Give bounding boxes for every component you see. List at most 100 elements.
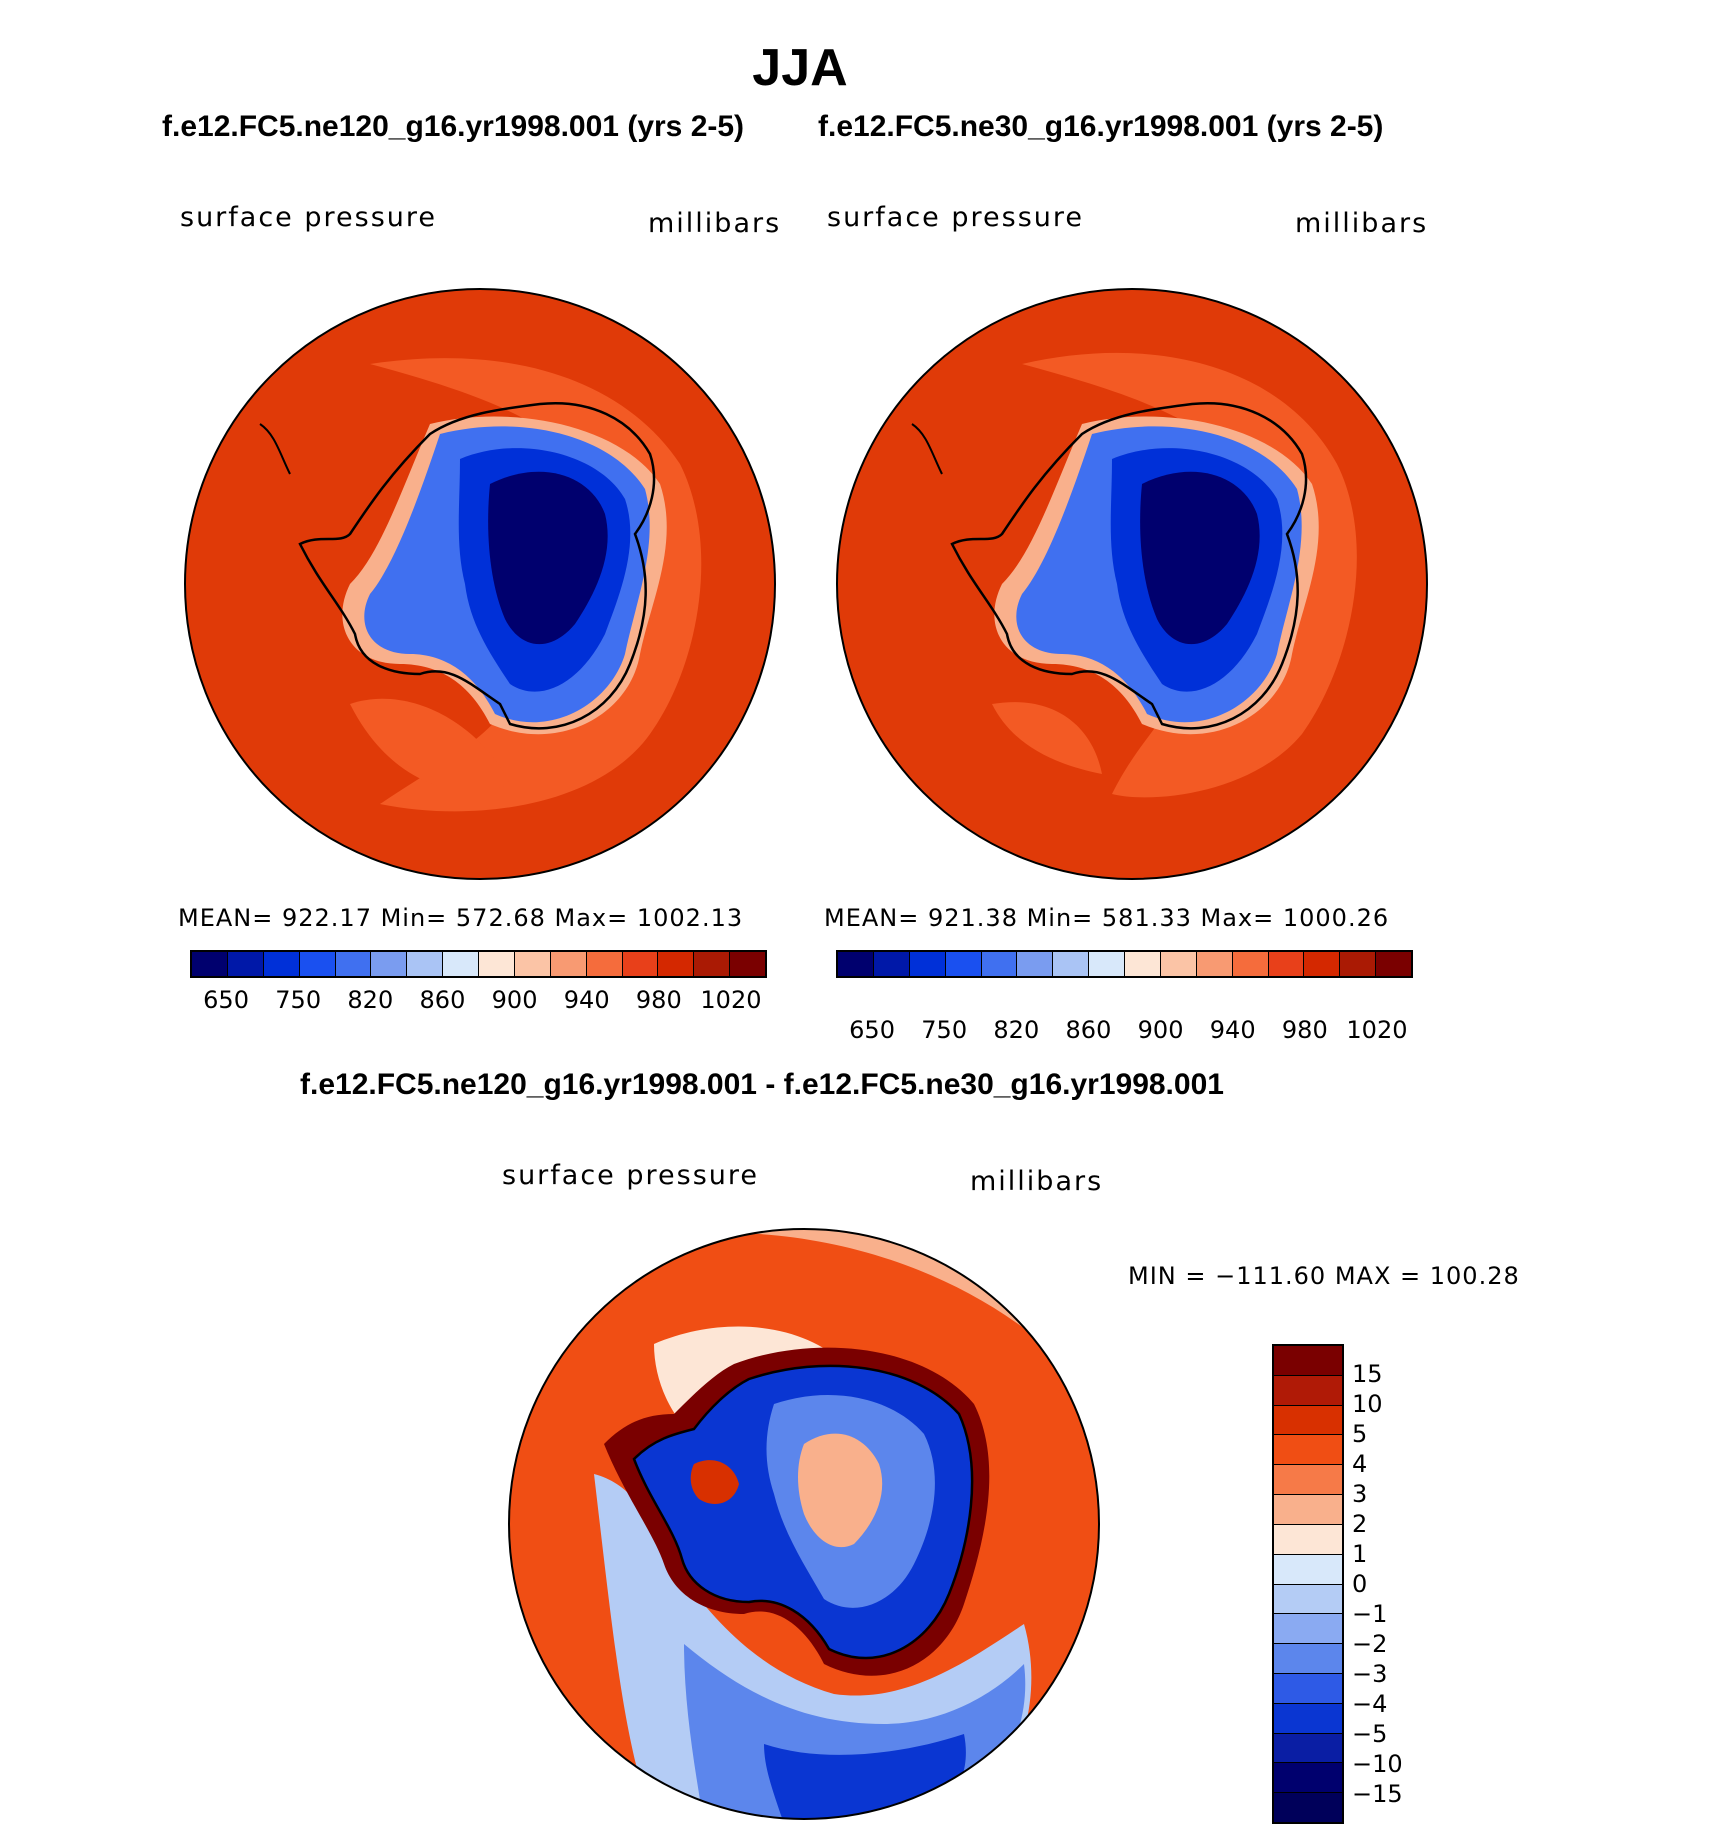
diff-variable-label: surface pressure	[502, 1160, 759, 1191]
panel1-stats: MEAN= 922.17 Min= 572.68 Max= 1002.13	[178, 904, 744, 932]
colorbar-tick-label: 860	[1065, 1016, 1112, 1044]
colorbar-swatch	[909, 952, 946, 976]
colorbar-tick-label: 980	[635, 986, 682, 1014]
colorbar-tick-label: 1	[1352, 1540, 1368, 1568]
panel1-colorbar	[190, 950, 767, 978]
colorbar-tick-label: −5	[1352, 1720, 1388, 1748]
colorbar-swatch	[730, 952, 765, 976]
colorbar-tick-label: 3	[1352, 1480, 1368, 1508]
colorbar-swatch	[1268, 952, 1305, 976]
colorbar-tick-label: −15	[1352, 1780, 1403, 1808]
colorbar-tick-label: 940	[563, 986, 610, 1014]
colorbar-tick-label: 10	[1352, 1390, 1383, 1418]
colorbar-swatch	[1160, 952, 1197, 976]
colorbar-tick-label: 980	[1281, 1016, 1328, 1044]
colorbar-swatch	[1304, 952, 1341, 976]
colorbar-swatch	[1274, 1346, 1342, 1376]
colorbar-swatch	[443, 952, 479, 976]
colorbar-tick-label: 750	[275, 986, 322, 1014]
colorbar-tick-label: 820	[993, 1016, 1040, 1044]
colorbar-swatch	[694, 952, 731, 976]
colorbar-swatch	[1274, 1524, 1342, 1555]
colorbar-swatch	[873, 952, 910, 976]
colorbar-swatch	[263, 952, 300, 976]
panel1-case-title: f.e12.FC5.ne120_g16.yr1998.001 (yrs 2-5)	[162, 110, 745, 143]
colorbar-swatch	[981, 952, 1018, 976]
panel1-colorbar-ticks: 650 750 820 860 900 940 980 1020	[190, 986, 767, 1016]
colorbar-swatch	[1017, 952, 1054, 976]
colorbar-tick-label: 1020	[700, 986, 762, 1014]
colorbar-tick-label: 15	[1352, 1360, 1383, 1388]
colorbar-swatch	[407, 952, 444, 976]
colorbar-swatch	[1274, 1405, 1342, 1436]
colorbar-swatch	[1274, 1703, 1342, 1734]
colorbar-tick-label: 940	[1209, 1016, 1256, 1044]
colorbar-swatch	[1274, 1584, 1342, 1615]
panel1-variable-label: surface pressure	[180, 202, 437, 233]
colorbar-swatch	[514, 952, 551, 976]
colorbar-tick-label: 900	[491, 986, 538, 1014]
colorbar-swatch	[1274, 1793, 1342, 1822]
colorbar-swatch	[1274, 1554, 1342, 1585]
diff-colorbar	[1272, 1344, 1344, 1824]
colorbar-tick-label: −3	[1352, 1660, 1388, 1688]
colorbar-tick-label: 1020	[1346, 1016, 1408, 1044]
colorbar-swatch	[1274, 1733, 1342, 1764]
colorbar-swatch	[1274, 1375, 1342, 1406]
colorbar-swatch	[1274, 1435, 1342, 1466]
diff-units-label: millibars	[970, 1166, 1104, 1197]
colorbar-swatch	[658, 952, 695, 976]
figure-title: JJA	[752, 39, 848, 97]
colorbar-swatch	[1274, 1614, 1342, 1645]
colorbar-swatch	[1274, 1495, 1342, 1525]
colorbar-swatch	[1274, 1763, 1342, 1794]
colorbar-tick-label: 4	[1352, 1450, 1368, 1478]
colorbar-tick-label: 5	[1352, 1420, 1368, 1448]
diff-minmax: MIN = −111.60 MAX = 100.28	[1128, 1262, 1520, 1290]
colorbar-tick-label: −4	[1352, 1690, 1388, 1718]
colorbar-tick-label: 650	[203, 986, 249, 1014]
colorbar-swatch	[1125, 952, 1161, 976]
panel2-case-title: f.e12.FC5.ne30_g16.yr1998.001 (yrs 2-5)	[818, 110, 1384, 143]
colorbar-tick-label: 820	[347, 986, 394, 1014]
colorbar-swatch	[1089, 952, 1125, 976]
panel2-colorbar	[836, 950, 1413, 978]
colorbar-swatch	[1274, 1644, 1342, 1674]
colorbar-tick-label: 0	[1352, 1570, 1368, 1598]
colorbar-swatch	[335, 952, 372, 976]
panel2-stats: MEAN= 921.38 Min= 581.33 Max= 1000.26	[824, 904, 1390, 932]
panel2-colorbar-ticks: 650 750 820 860 900 940 980 1020	[836, 1016, 1413, 1046]
colorbar-swatch	[1376, 952, 1411, 976]
colorbar-swatch	[1232, 952, 1269, 976]
colorbar-swatch	[479, 952, 515, 976]
colorbar-swatch	[945, 952, 982, 976]
colorbar-swatch	[622, 952, 659, 976]
colorbar-swatch	[1340, 952, 1377, 976]
colorbar-tick-label: 750	[921, 1016, 968, 1044]
colorbar-swatch	[550, 952, 587, 976]
colorbar-swatch	[1053, 952, 1090, 976]
panel1-units-label: millibars	[648, 208, 782, 239]
colorbar-tick-label: −10	[1352, 1750, 1403, 1778]
colorbar-swatch	[371, 952, 408, 976]
colorbar-tick-label: −1	[1352, 1600, 1388, 1628]
diff-polar-map	[508, 1228, 1100, 1820]
colorbar-tick-label: 900	[1137, 1016, 1184, 1044]
colorbar-swatch	[299, 952, 336, 976]
colorbar-swatch	[586, 952, 623, 976]
colorbar-swatch	[227, 952, 264, 976]
colorbar-swatch	[838, 952, 874, 976]
panel2-polar-map	[836, 288, 1428, 880]
panel2-variable-label: surface pressure	[827, 202, 1084, 233]
colorbar-swatch	[1274, 1673, 1342, 1704]
diff-title: f.e12.FC5.ne120_g16.yr1998.001 - f.e12.F…	[300, 1068, 1224, 1101]
panel1-polar-map	[184, 288, 776, 880]
colorbar-tick-label: 860	[419, 986, 466, 1014]
colorbar-tick-label: 650	[849, 1016, 895, 1044]
panel2-units-label: millibars	[1295, 208, 1429, 239]
colorbar-tick-label: 2	[1352, 1510, 1368, 1538]
colorbar-swatch	[1196, 952, 1233, 976]
colorbar-swatch	[1274, 1465, 1342, 1496]
colorbar-tick-label: −2	[1352, 1630, 1388, 1658]
diff-colorbar-ticks: 15 10 5 4 3 2 1 0 −1 −2 −3 −4 −5 −10 −15	[1352, 1344, 1432, 1824]
